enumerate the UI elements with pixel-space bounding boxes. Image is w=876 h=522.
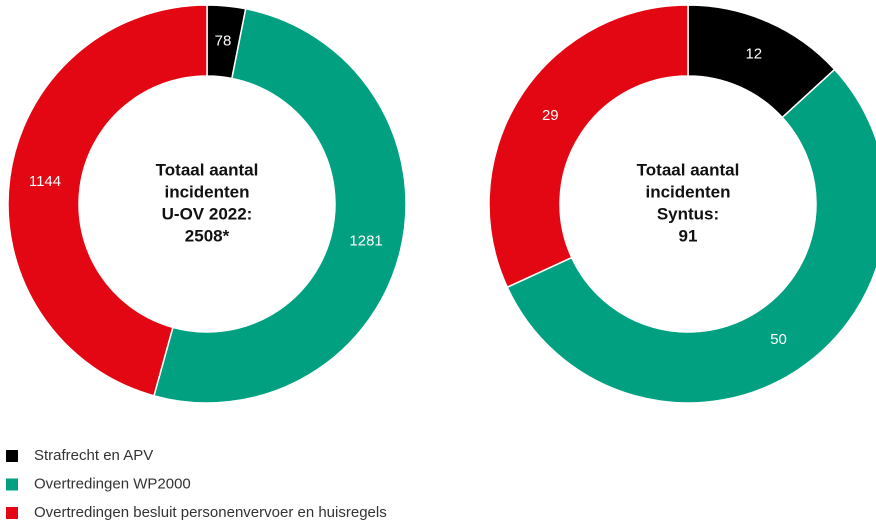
center-label: 2508* — [185, 226, 230, 245]
value-label: 78 — [215, 32, 232, 49]
legend-label: Overtredingen WP2000 — [34, 475, 191, 492]
value-label: 12 — [745, 45, 762, 62]
value-label: 1144 — [29, 173, 61, 190]
value-label: 29 — [542, 107, 559, 124]
legend-label: Overtredingen besluit personenvervoer en… — [34, 504, 387, 521]
legend-label: Strafrecht en APV — [34, 447, 153, 464]
center-label: Syntus: — [657, 204, 719, 223]
center-label: Totaal aantal — [637, 160, 740, 179]
legend-swatch — [6, 478, 18, 491]
donut-slice — [153, 7, 407, 404]
donut-slice — [488, 4, 689, 289]
center-label: incidenten — [164, 182, 249, 201]
legend-swatch — [6, 450, 18, 462]
center-label: Totaal aantal — [156, 160, 259, 179]
center-label: incidenten — [645, 182, 730, 201]
center-label: 91 — [679, 226, 698, 245]
value-label: 1281 — [349, 233, 382, 250]
value-label: 50 — [770, 331, 787, 348]
center-label: U-OV 2022: — [162, 204, 253, 223]
donut-slice — [506, 68, 876, 404]
donut-slice — [7, 4, 208, 397]
legend-swatch — [6, 507, 18, 519]
